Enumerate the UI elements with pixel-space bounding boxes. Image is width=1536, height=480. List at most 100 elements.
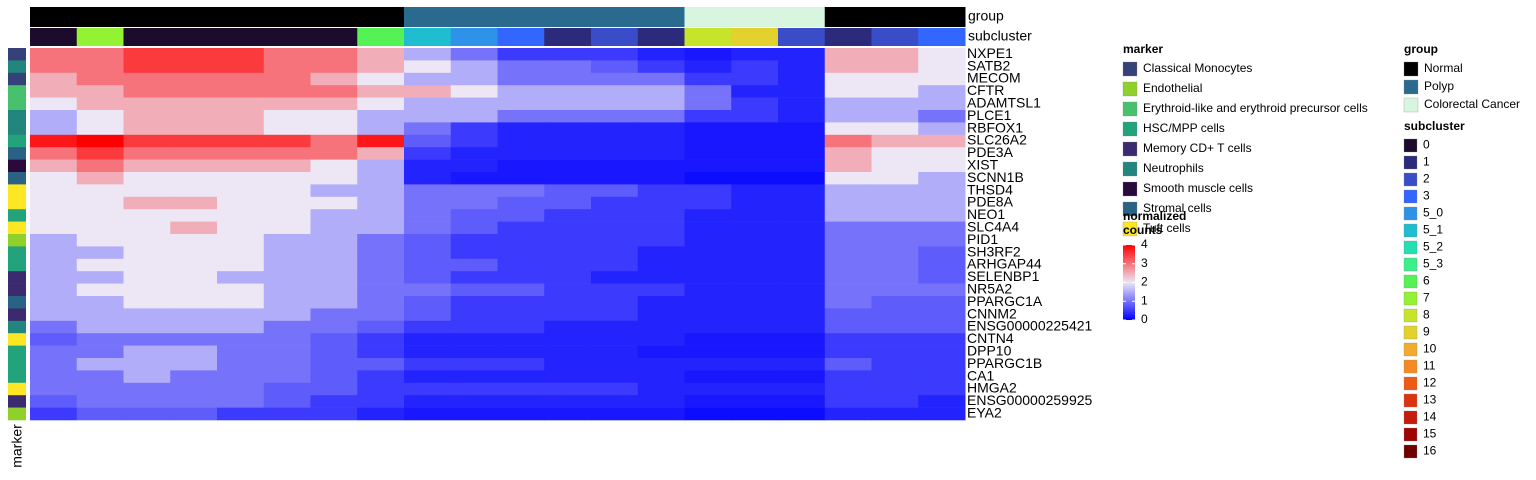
heat-cell	[357, 407, 405, 421]
subcluster-track-label: subcluster	[968, 28, 1032, 44]
heat-cell	[637, 345, 685, 359]
heat-cell	[76, 358, 124, 371]
subcluster-cell	[824, 28, 872, 46]
heat-cell	[918, 395, 966, 408]
gene-label: SELENBP1	[967, 268, 1040, 284]
heat-cell	[357, 196, 405, 210]
heat-cell	[310, 159, 358, 173]
heat-cell	[871, 308, 919, 322]
heat-cell	[263, 283, 311, 297]
heat-cell	[30, 147, 78, 160]
heat-cell	[310, 320, 358, 334]
heat-cell	[778, 48, 826, 61]
heat-cell	[30, 85, 78, 98]
heat-cell	[731, 320, 779, 334]
heat-cell	[918, 271, 966, 284]
heat-cell	[76, 395, 124, 408]
heat-cell	[450, 234, 498, 247]
heat-cell	[637, 147, 685, 160]
heat-cell	[871, 85, 919, 98]
heat-cell	[30, 382, 78, 396]
heat-cell	[824, 134, 872, 148]
heat-cell	[263, 234, 311, 247]
heat-cell	[684, 407, 732, 421]
heat-cell	[824, 382, 872, 396]
heat-cell	[731, 147, 779, 160]
heat-cell	[824, 370, 872, 384]
heat-cell	[871, 395, 919, 408]
legend-label: 3	[1423, 189, 1430, 203]
legend-label: 8	[1423, 308, 1430, 322]
heat-cell	[76, 172, 124, 185]
heat-cell	[544, 333, 592, 346]
heat-cell	[637, 122, 685, 136]
heat-cell	[30, 395, 78, 408]
heat-cell	[871, 358, 919, 371]
heat-cell	[778, 147, 826, 160]
heat-cell	[217, 134, 265, 148]
heat-cell	[731, 134, 779, 148]
gene-label: RBFOX1	[967, 119, 1023, 135]
group-cell	[30, 7, 78, 27]
heat-cell	[217, 296, 265, 309]
heat-cell	[217, 110, 265, 123]
legend-swatch	[1122, 61, 1138, 77]
legend-label: 1	[1423, 155, 1430, 169]
heat-cell	[450, 110, 498, 123]
heat-cell	[217, 345, 265, 359]
heat-cell	[637, 60, 685, 74]
heat-cell	[123, 308, 171, 322]
heat-cell	[778, 333, 826, 346]
heat-cell	[824, 283, 872, 297]
heat-cell	[871, 122, 919, 136]
heat-cell	[357, 134, 405, 148]
heat-cell	[310, 196, 358, 210]
heat-cell	[684, 72, 732, 86]
heat-cell	[170, 358, 218, 371]
heat-cell	[263, 296, 311, 309]
heat-cell	[170, 395, 218, 408]
legend-swatch	[1403, 410, 1418, 425]
subcluster-cell	[450, 28, 498, 46]
heat-cell	[310, 246, 358, 260]
legend-swatch	[1403, 172, 1418, 187]
heat-cell	[871, 196, 919, 210]
heat-cell	[731, 184, 779, 198]
heat-cell	[30, 72, 78, 86]
subcluster-cell	[497, 28, 545, 46]
heat-cell	[778, 172, 826, 185]
heat-cell	[404, 122, 452, 136]
heat-cell	[123, 320, 171, 334]
legend-swatch	[1403, 97, 1419, 113]
heat-cell	[310, 134, 358, 148]
marker-cell	[8, 370, 26, 384]
heat-cell	[450, 85, 498, 98]
heat-cell	[404, 246, 452, 260]
heat-cell	[871, 97, 919, 111]
heat-cell	[404, 296, 452, 309]
heat-cell	[404, 382, 452, 396]
heat-cell	[824, 159, 872, 173]
heat-cell	[824, 345, 872, 359]
heat-cell	[76, 122, 124, 136]
heat-cell	[591, 196, 639, 210]
heat-cell	[263, 246, 311, 260]
heat-cell	[778, 184, 826, 198]
heat-cell	[591, 48, 639, 61]
heat-cell	[310, 333, 358, 346]
heat-cell	[123, 60, 171, 74]
heat-cell	[824, 196, 872, 210]
group-cell	[544, 7, 592, 27]
heat-cell	[357, 382, 405, 396]
subcluster-cell	[123, 28, 171, 46]
heat-cell	[918, 358, 966, 371]
heat-cell	[544, 258, 592, 272]
heat-cell	[918, 159, 966, 173]
group-cell	[497, 7, 545, 27]
heat-cell	[731, 333, 779, 346]
heat-cell	[778, 60, 826, 74]
heat-cell	[824, 234, 872, 247]
heat-cell	[263, 172, 311, 185]
heat-cell	[123, 296, 171, 309]
heat-cell	[170, 134, 218, 148]
